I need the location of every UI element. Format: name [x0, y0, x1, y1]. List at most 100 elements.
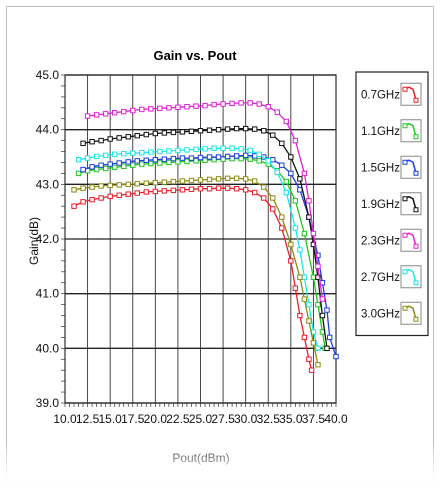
y-tick-label: 45.0 — [36, 68, 60, 82]
data-point — [229, 145, 235, 151]
data-point — [175, 104, 181, 110]
data-point — [197, 186, 204, 192]
data-point — [224, 185, 231, 191]
data-point — [139, 106, 145, 113]
data-point — [238, 100, 244, 106]
legend-marker — [413, 207, 419, 213]
legend-item: 3.0GHz — [361, 301, 422, 325]
data-point — [143, 180, 150, 186]
data-point — [229, 155, 235, 162]
data-point — [188, 186, 195, 192]
data-point — [134, 132, 140, 139]
legend-marker — [413, 280, 419, 286]
data-point — [80, 185, 86, 191]
data-point — [98, 183, 104, 189]
data-point — [143, 157, 150, 163]
data-point — [89, 138, 95, 145]
data-point — [206, 186, 213, 192]
data-point — [148, 106, 154, 112]
data-point — [188, 155, 195, 161]
data-point — [80, 166, 86, 173]
data-point — [297, 274, 303, 280]
data-point — [274, 109, 280, 115]
data-point — [197, 177, 204, 183]
data-point — [98, 137, 104, 144]
data-point — [315, 301, 321, 308]
legend-marker — [413, 243, 419, 249]
x-tick-label: 22.5 — [166, 412, 190, 426]
data-point — [98, 162, 104, 168]
data-point — [310, 274, 317, 280]
data-point — [233, 125, 240, 132]
data-point — [80, 199, 86, 205]
data-point — [84, 155, 91, 161]
data-point — [247, 156, 253, 162]
data-point — [98, 195, 104, 201]
legend: 0.7GHz 1.1GHz 1.5GHz 1.9GHz 2.3GHz 2.7GHz 3.0G… — [355, 71, 429, 337]
data-point — [319, 296, 326, 302]
data-point — [310, 230, 317, 237]
data-point — [224, 126, 231, 132]
data-point — [279, 162, 285, 168]
legend-marker — [413, 134, 419, 140]
series-0.7GHz — [71, 185, 315, 373]
data-point — [265, 158, 271, 164]
data-point — [202, 102, 208, 109]
legend-label: 2.3GHz — [361, 235, 400, 247]
legend-marker — [402, 232, 408, 238]
data-point — [324, 345, 330, 352]
data-point — [152, 130, 159, 137]
y-tick-label: 42.0 — [36, 232, 60, 246]
data-point — [197, 154, 204, 161]
data-point — [121, 108, 127, 115]
data-point — [279, 225, 285, 231]
legend-marker — [402, 269, 408, 275]
data-point — [310, 340, 317, 346]
data-point — [116, 160, 122, 166]
data-point — [107, 182, 113, 189]
data-point — [161, 188, 168, 194]
data-point — [270, 132, 276, 138]
data-point — [229, 100, 235, 107]
data-point — [75, 170, 82, 177]
data-point — [242, 187, 249, 193]
data-point — [288, 154, 294, 160]
data-point — [297, 176, 303, 182]
data-point — [148, 149, 154, 155]
data-point — [310, 241, 317, 248]
data-point — [184, 158, 190, 165]
data-point — [233, 175, 240, 182]
legend-item: 1.1GHz — [361, 119, 422, 143]
data-point — [102, 165, 109, 172]
data-point — [93, 166, 100, 173]
legend-label: 1.1GHz — [361, 126, 400, 138]
data-point — [297, 247, 303, 253]
data-point — [252, 189, 258, 196]
legend-item: 2.7GHz — [361, 265, 422, 289]
data-point — [211, 145, 217, 151]
data-point — [130, 150, 136, 156]
data-point — [292, 285, 299, 291]
y-tick-labels: 39.0 40.0 41.0 42.0 43.0 44.0 45.0 — [36, 68, 60, 410]
data-point — [193, 103, 199, 109]
data-point — [315, 345, 321, 352]
data-point — [247, 100, 253, 106]
series-3.0GHz — [71, 175, 321, 368]
data-point — [121, 163, 127, 169]
data-point — [301, 274, 308, 280]
data-point — [261, 184, 267, 190]
data-point — [256, 151, 262, 157]
y-tick-label: 40.0 — [36, 341, 60, 355]
data-point — [179, 178, 186, 184]
legend-marker — [402, 123, 408, 129]
data-point — [111, 151, 118, 157]
data-point — [89, 184, 95, 190]
data-point — [188, 128, 195, 135]
x-tick-label: 37.5 — [302, 412, 326, 426]
y-tick-label: 41.0 — [36, 287, 60, 301]
data-point — [193, 146, 199, 153]
data-point — [107, 193, 113, 200]
legend-label: 1.9GHz — [361, 199, 400, 211]
x-tick-label: 25.0 — [189, 412, 213, 426]
data-point — [324, 307, 330, 313]
